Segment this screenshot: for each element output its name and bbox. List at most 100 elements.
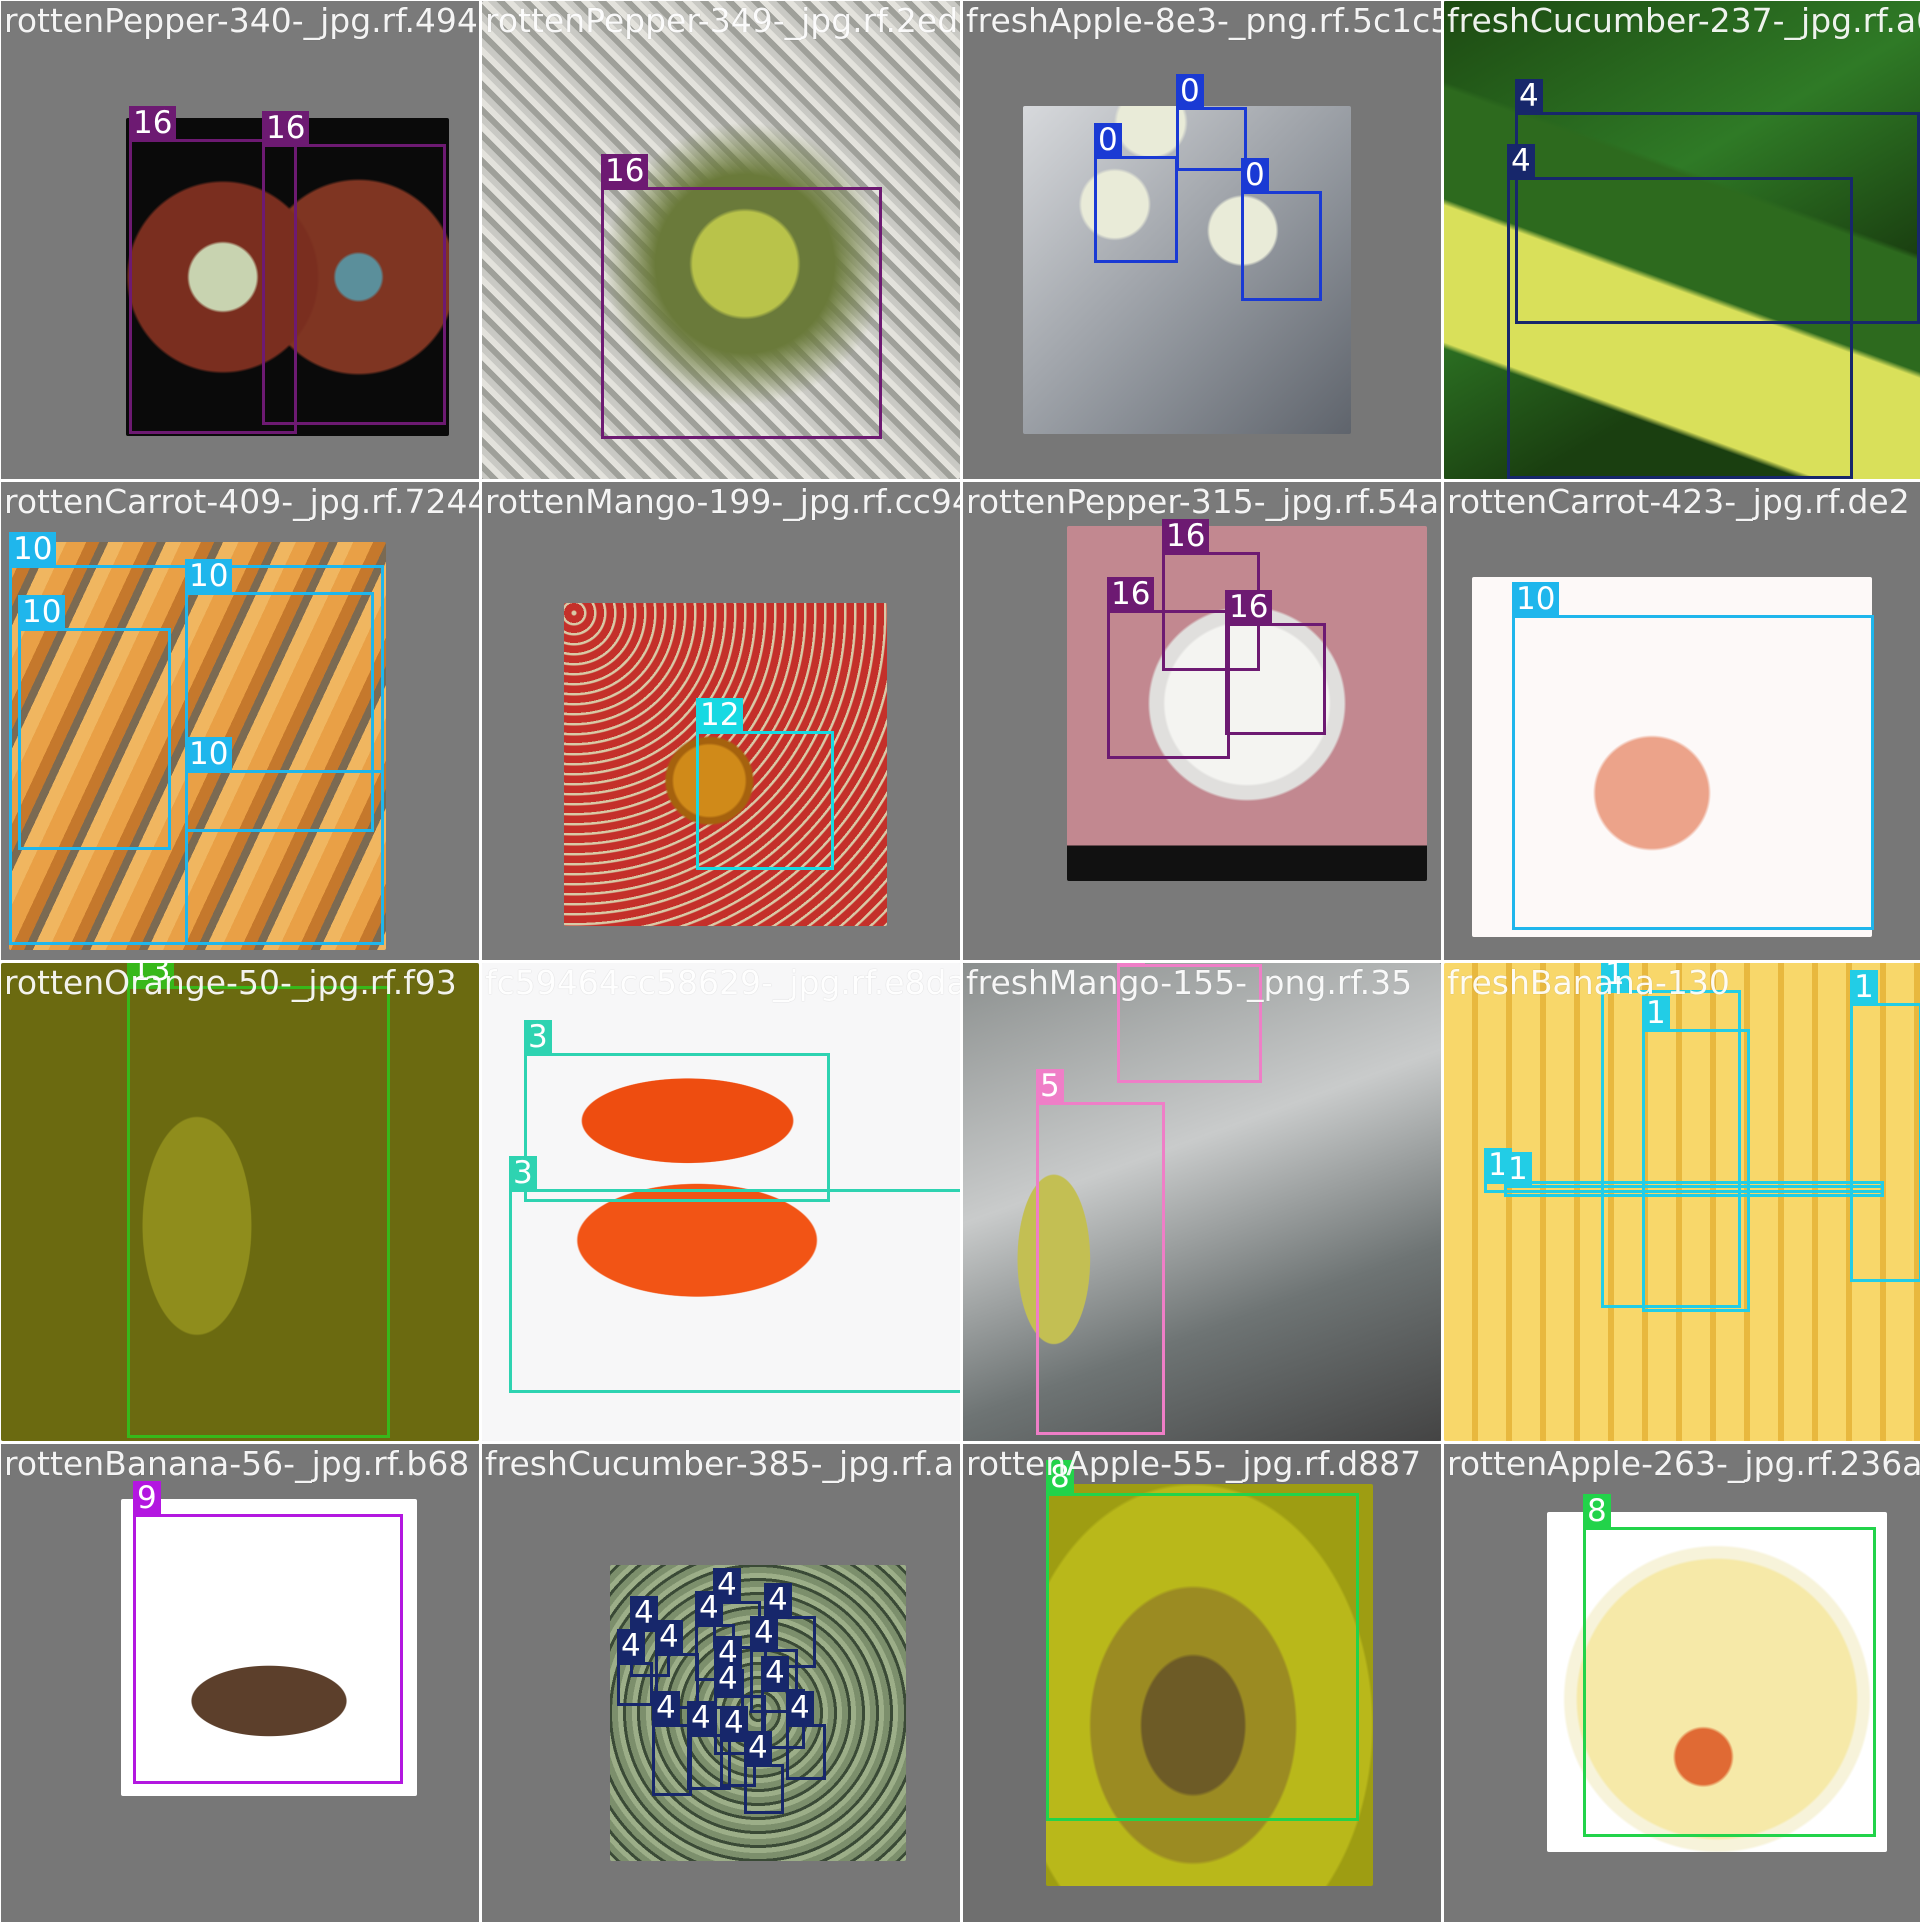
bounding-box: 13 bbox=[127, 963, 390, 1438]
bounding-box: 9 bbox=[133, 1481, 403, 1784]
mosaic-tile: 12 rottenMango-199-_jpg.rf.cc9440948e1990 bbox=[482, 482, 960, 960]
bounding-box: 4 bbox=[750, 1616, 798, 1713]
mosaic-tile: 8 rottenApple-55-_jpg.rf.d887 bbox=[963, 1444, 1441, 1922]
bounding-box: 1 bbox=[1850, 970, 1920, 1282]
class-label: 4 bbox=[630, 1596, 658, 1630]
class-label: 0 bbox=[1094, 123, 1122, 157]
class-label: 4 bbox=[655, 1620, 683, 1654]
mosaic-tile: 16 16 rottenPepper-340-_jpg.rf.49498aecd27… bbox=[1, 1, 479, 479]
mosaic-tile: 55freshMango-155-_png.rf.35 bbox=[963, 963, 1441, 1441]
class-label: 4 bbox=[1507, 144, 1535, 178]
tile-photo bbox=[1444, 1, 1920, 479]
bounding-box: 8 bbox=[1046, 1460, 1359, 1821]
class-label: 16 bbox=[1107, 577, 1155, 611]
tile-filename: freshMango-155-_png.rf.35 bbox=[966, 963, 1413, 1002]
tile-photo bbox=[963, 963, 1441, 1441]
tile-filename: rottenMango-199-_jpg.rf.cc9440948e1990 bbox=[485, 482, 960, 521]
tile-filename: rottenPepper-340-_jpg.rf.49498aecd27d3 bbox=[4, 1, 479, 40]
tile-photo bbox=[1023, 106, 1351, 434]
bounding-box: 16 bbox=[262, 111, 446, 425]
tile-photo bbox=[121, 1499, 417, 1796]
bounding-box: 1 bbox=[1642, 996, 1750, 1312]
class-label: 4 bbox=[1515, 79, 1543, 113]
class-label: 13 bbox=[127, 963, 175, 987]
tile-photo bbox=[1444, 963, 1920, 1441]
class-label: 1 bbox=[1601, 963, 1629, 991]
class-label: 5 bbox=[1036, 1069, 1064, 1103]
class-label: 4 bbox=[714, 1662, 742, 1696]
bounding-box: 5 bbox=[1117, 963, 1262, 1083]
bounding-box: 4 bbox=[687, 1701, 731, 1790]
tile-filename: freshApple-8e3-_png.rf.5c1c58fe2d8a3 bbox=[966, 1, 1441, 40]
mosaic-tile: 9 rottenBanana-56-_jpg.rf.b68 bbox=[1, 1444, 479, 1922]
bounding-box: 3 bbox=[524, 1020, 830, 1202]
mosaic-tile: 1 1 1 1 1 freshBanana-130 bbox=[1444, 963, 1920, 1441]
class-label: 1 bbox=[1642, 996, 1670, 1030]
bounding-box: 0 bbox=[1241, 158, 1322, 301]
tile-filename: rottenOrange-50-_jpg.rf.f93 bbox=[4, 963, 457, 1002]
bounding-box: 16 bbox=[129, 106, 297, 434]
class-label: 4 bbox=[617, 1629, 645, 1663]
class-label: 8 bbox=[1583, 1494, 1611, 1528]
mosaic-tile: 10 10 10 10 rottenCarrot-409-_jpg.rf.7244311… bbox=[1, 482, 479, 960]
bounding-box: 16 bbox=[1225, 590, 1326, 735]
bounding-box: 10 bbox=[185, 737, 384, 945]
bounding-box: 8 bbox=[1583, 1494, 1876, 1837]
class-label: 10 bbox=[185, 559, 233, 593]
bounding-box: 0 bbox=[1094, 123, 1178, 263]
mosaic-tile: 8 rottenApple-263-_jpg.rf.236a bbox=[1444, 1444, 1920, 1922]
bounding-box: 12 bbox=[696, 698, 834, 870]
class-label: 1 bbox=[1504, 1152, 1532, 1186]
class-label: 16 bbox=[1225, 590, 1273, 624]
tile-filename: freshCucumber-385-_jpg.rf.a bbox=[485, 1444, 955, 1483]
bounding-box: 10 bbox=[18, 595, 171, 850]
bounding-box: 4 bbox=[617, 1629, 653, 1706]
class-label: 3 bbox=[509, 1156, 537, 1190]
bounding-box: 16 bbox=[1107, 577, 1230, 759]
class-label: 4 bbox=[764, 1583, 792, 1617]
class-label: 4 bbox=[750, 1616, 778, 1650]
class-label: 16 bbox=[1162, 519, 1210, 553]
class-label: 1 bbox=[1850, 970, 1878, 1004]
mosaic-tile: 16 rottenPepper-349-_jpg.rf.2ed0e3a411860… bbox=[482, 1, 960, 479]
tile-filename: rottenApple-263-_jpg.rf.236a bbox=[1447, 1444, 1920, 1483]
tile-filename: freshBanana-130 bbox=[1447, 963, 1730, 1002]
tile-filename: rottenBanana-56-_jpg.rf.b68 bbox=[4, 1444, 470, 1483]
class-label: 4 bbox=[744, 1731, 772, 1765]
mosaic-tile: 4 4 freshCucumber-237-_jpg.rf.a0 bbox=[1444, 1, 1920, 479]
class-label: 0 bbox=[1241, 158, 1269, 192]
class-label: 5 bbox=[1117, 963, 1145, 965]
tile-filename: rottenCarrot-423-_jpg.rf.de2 bbox=[1447, 482, 1910, 521]
tile-photo bbox=[1, 963, 479, 1441]
bounding-box: 1 bbox=[1504, 1152, 1884, 1197]
bounding-box: 4 bbox=[744, 1731, 784, 1814]
class-label: 10 bbox=[9, 532, 57, 566]
tile-filename: rottenCarrot-409-_jpg.rf.7244311f52143 bbox=[4, 482, 479, 521]
bounding-box: 4 bbox=[1507, 144, 1853, 479]
class-label: 10 bbox=[185, 737, 233, 771]
class-label: 16 bbox=[262, 111, 310, 145]
bounding-box: 10 bbox=[185, 559, 374, 832]
bounding-box: 4 bbox=[1515, 79, 1920, 324]
class-label: 4 bbox=[786, 1691, 814, 1725]
class-label: 4 bbox=[652, 1691, 680, 1725]
class-label: 12 bbox=[696, 698, 744, 732]
bounding-box: 1 bbox=[1601, 963, 1741, 1308]
mosaic-tile: 0 0 0 freshApple-8e3-_png.rf.5c1c58fe2d8a3 bbox=[963, 1, 1441, 479]
tile-photo bbox=[482, 963, 960, 1441]
bounding-box: 3 bbox=[509, 1156, 960, 1393]
tile-filename: freshCucumber-237-_jpg.rf.a0 bbox=[1447, 1, 1920, 40]
class-label: 8 bbox=[1046, 1460, 1074, 1494]
tile-filename: rottenPepper-349-_jpg.rf.2ed0e3a4118609 bbox=[485, 1, 960, 40]
class-label: 4 bbox=[695, 1591, 723, 1625]
class-label: 3 bbox=[524, 1020, 552, 1054]
mosaic-tile: 4 4 4 4 4 4 4 4 4 4 4 4 4 4 4 freshCucumber-385-_jpg.rf… bbox=[482, 1444, 960, 1922]
bounding-box: 4 bbox=[786, 1691, 826, 1780]
bounding-box: 0 bbox=[1176, 74, 1247, 171]
class-label: 4 bbox=[720, 1706, 748, 1740]
mosaic-tile: 161616rottenPepper-315-_jpg.rf.54ae81975… bbox=[963, 482, 1441, 960]
bounding-box: 4 bbox=[652, 1691, 692, 1796]
bounding-box: 16 bbox=[601, 154, 882, 439]
tile-filename: rottenPepper-315-_jpg.rf.54ae81975a424 bbox=[966, 482, 1441, 521]
tile-photo bbox=[1472, 577, 1872, 937]
